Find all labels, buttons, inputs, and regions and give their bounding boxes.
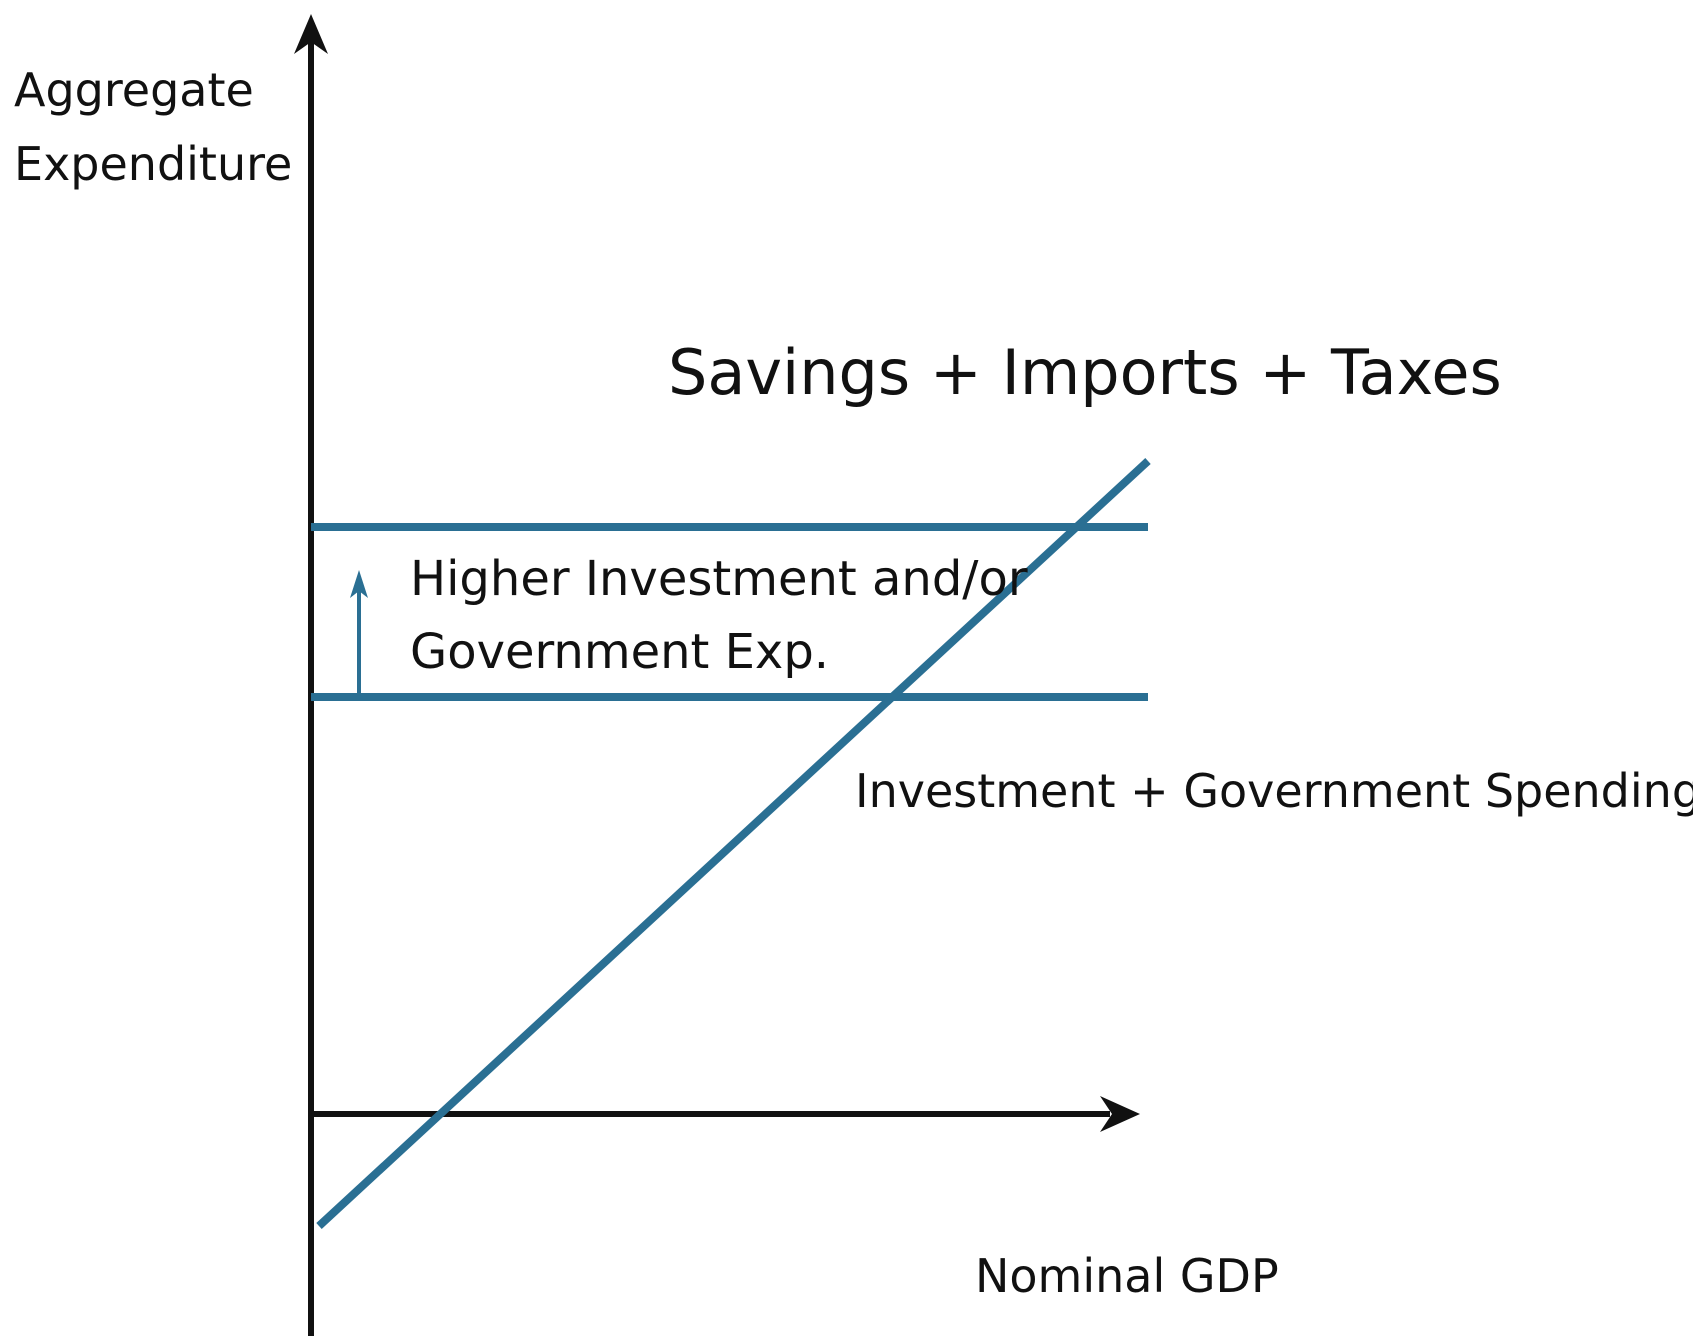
x-axis-label: Nominal GDP — [975, 1249, 1279, 1303]
upward-curve-label: Savings + Imports + Taxes — [668, 336, 1502, 409]
shift-label-line2: Government Exp. — [410, 624, 829, 680]
y-axis-label-line1: Aggregate — [14, 63, 254, 117]
shift-label-line1: Higher Investment and/or — [410, 551, 1028, 607]
y-axis-label-line2: Expenditure — [14, 137, 292, 191]
horizontal-curve-label: Investment + Government Spending + Ex — [855, 764, 1693, 818]
